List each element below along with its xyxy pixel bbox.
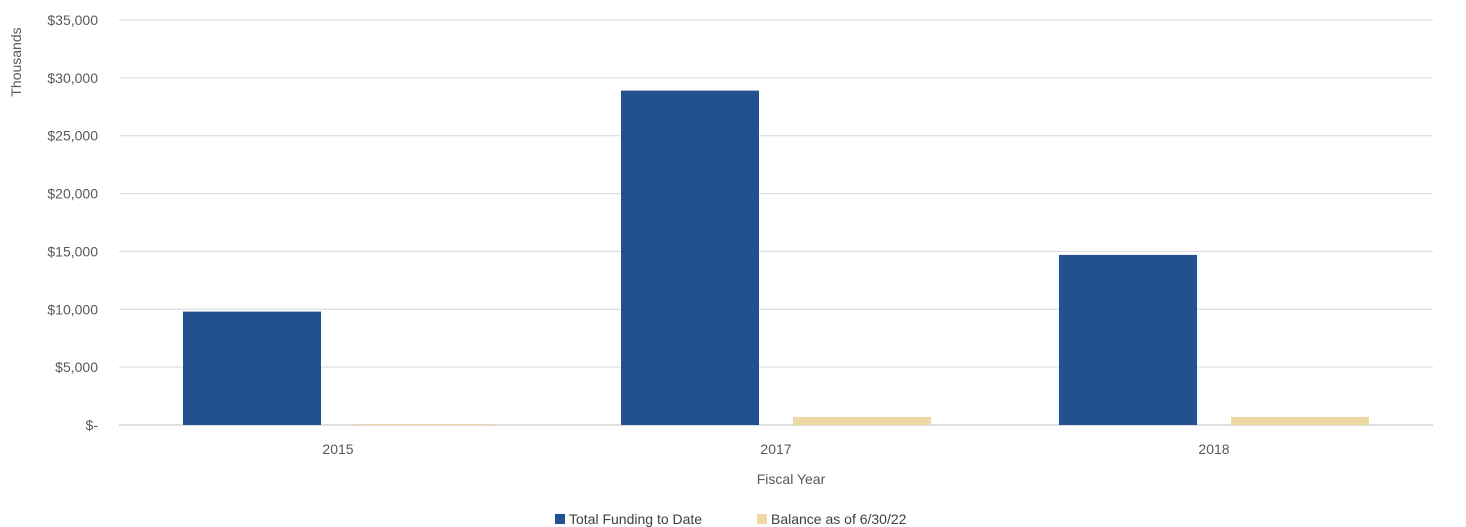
bar-total-funding bbox=[621, 90, 759, 425]
y-tick-label: $25,000 bbox=[47, 128, 98, 144]
x-axis-title: Fiscal Year bbox=[757, 471, 826, 487]
bar-balance bbox=[355, 424, 493, 425]
bars bbox=[183, 90, 1369, 425]
y-axis-ticks: $- $5,000 $10,000 $15,000 $20,000 $25,000 $30,… bbox=[47, 12, 98, 433]
y-tick-label: $30,000 bbox=[47, 70, 98, 86]
y-tick-label: $5,000 bbox=[55, 359, 98, 375]
bar-balance bbox=[793, 416, 931, 425]
y-tick-label: $15,000 bbox=[47, 243, 98, 259]
y-tick-label: $10,000 bbox=[47, 301, 98, 317]
bar-total-funding bbox=[1059, 254, 1197, 425]
legend: Total Funding to Date Balance as of 6/30/… bbox=[555, 511, 907, 527]
legend-label: Total Funding to Date bbox=[569, 511, 702, 527]
bar-balance bbox=[1231, 416, 1369, 425]
bar-total-funding bbox=[183, 311, 321, 425]
legend-swatch bbox=[555, 514, 565, 524]
y-tick-label: $35,000 bbox=[47, 12, 98, 28]
y-tick-label: $20,000 bbox=[47, 186, 98, 202]
gridlines bbox=[119, 19, 1433, 426]
x-tick-label: 2018 bbox=[1198, 441, 1229, 457]
x-tick-label: 2015 bbox=[322, 441, 353, 457]
legend-label: Balance as of 6/30/22 bbox=[771, 511, 907, 527]
y-axis-title: Thousands bbox=[8, 27, 24, 96]
legend-swatch bbox=[757, 514, 767, 524]
y-tick-label: $- bbox=[86, 417, 99, 433]
x-axis-ticks: 2015 2017 2018 bbox=[322, 441, 1229, 457]
x-tick-label: 2017 bbox=[760, 441, 791, 457]
